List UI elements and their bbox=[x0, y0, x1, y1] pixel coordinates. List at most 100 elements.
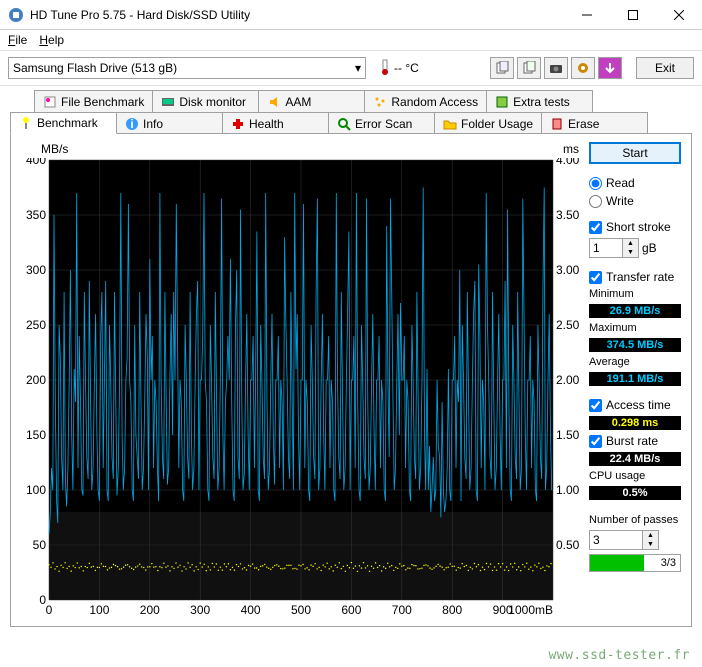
tab-health[interactable]: Health bbox=[222, 112, 329, 134]
svg-text:1.50: 1.50 bbox=[556, 428, 580, 442]
tab-erase[interactable]: Erase bbox=[541, 112, 648, 134]
tab-folder-usage[interactable]: Folder Usage bbox=[434, 112, 542, 134]
disk-monitor-icon bbox=[161, 95, 175, 109]
menubar: File Help bbox=[0, 30, 702, 50]
copy-info-button[interactable] bbox=[490, 57, 514, 79]
svg-text:300: 300 bbox=[190, 603, 210, 617]
minimize-button[interactable] bbox=[564, 0, 610, 30]
save-button[interactable] bbox=[598, 57, 622, 79]
svg-text:350: 350 bbox=[26, 208, 46, 222]
window-title: HD Tune Pro 5.75 - Hard Disk/SSD Utility bbox=[30, 8, 564, 22]
svg-text:400: 400 bbox=[241, 603, 261, 617]
access-time-value: 0.298 ms bbox=[589, 416, 681, 430]
y-left-label: MB/s bbox=[41, 142, 68, 156]
chart-svg: 0500.501001.001501.502002.002502.503003.… bbox=[21, 158, 581, 618]
svg-text:2.00: 2.00 bbox=[556, 373, 580, 387]
chevron-down-icon: ▾ bbox=[355, 61, 361, 75]
num-passes-spinner[interactable]: 3▲▼ bbox=[589, 530, 659, 550]
svg-text:50: 50 bbox=[33, 538, 47, 552]
tab-extra-tests[interactable]: Extra tests bbox=[486, 90, 593, 112]
num-passes-label: Number of passes bbox=[589, 514, 681, 526]
aam-icon bbox=[267, 95, 281, 109]
svg-text:3.50: 3.50 bbox=[556, 208, 580, 222]
minimum-value: 26.9 MB/s bbox=[589, 304, 681, 318]
menu-file[interactable]: File bbox=[8, 33, 27, 47]
options-button[interactable] bbox=[571, 57, 595, 79]
window-controls bbox=[564, 0, 702, 30]
extra-tests-icon bbox=[495, 95, 509, 109]
watermark: www.ssd-tester.fr bbox=[548, 648, 690, 663]
svg-text:4.00: 4.00 bbox=[556, 158, 580, 167]
transfer-rate-check[interactable]: Transfer rate bbox=[589, 270, 681, 284]
tab-error-scan[interactable]: Error Scan bbox=[328, 112, 435, 134]
menu-help[interactable]: Help bbox=[39, 33, 64, 47]
erase-icon bbox=[550, 117, 564, 131]
temperature: -- °C bbox=[380, 58, 419, 79]
info-icon: i bbox=[125, 117, 139, 131]
write-radio[interactable]: Write bbox=[589, 194, 681, 208]
temperature-value: -- °C bbox=[394, 61, 419, 75]
svg-text:0: 0 bbox=[46, 603, 53, 617]
svg-text:600: 600 bbox=[341, 603, 361, 617]
average-value: 191.1 MB/s bbox=[589, 372, 681, 386]
svg-text:200: 200 bbox=[140, 603, 160, 617]
svg-text:3.00: 3.00 bbox=[556, 263, 580, 277]
svg-text:250: 250 bbox=[26, 318, 46, 332]
tabs-container: File Benchmark Disk monitor AAM Random A… bbox=[0, 86, 702, 134]
read-radio[interactable]: Read bbox=[589, 176, 681, 190]
svg-text:500: 500 bbox=[291, 603, 311, 617]
svg-text:1000mB: 1000mB bbox=[508, 603, 553, 617]
file-benchmark-icon bbox=[43, 95, 57, 109]
svg-text:1.00: 1.00 bbox=[556, 483, 580, 497]
svg-text:100: 100 bbox=[26, 483, 46, 497]
random-access-icon bbox=[373, 95, 387, 109]
app-icon bbox=[8, 7, 24, 23]
tabs-row-2: Benchmark iInfo Health Error Scan Folder… bbox=[10, 112, 692, 134]
burst-rate-value: 22.4 MB/s bbox=[589, 452, 681, 466]
screenshot-button[interactable] bbox=[544, 57, 568, 79]
toolbar: Samsung Flash Drive (513 gB) ▾ -- °C Exi… bbox=[0, 50, 702, 86]
progress-bar: 3/3 bbox=[589, 554, 681, 572]
svg-text:300: 300 bbox=[26, 263, 46, 277]
svg-text:200: 200 bbox=[26, 373, 46, 387]
svg-text:0.50: 0.50 bbox=[556, 538, 580, 552]
svg-text:400: 400 bbox=[26, 158, 46, 167]
error-scan-icon bbox=[337, 117, 351, 131]
start-button[interactable]: Start bbox=[589, 142, 681, 164]
drive-select[interactable]: Samsung Flash Drive (513 gB) ▾ bbox=[8, 57, 366, 79]
tab-disk-monitor[interactable]: Disk monitor bbox=[152, 90, 259, 112]
maximize-button[interactable] bbox=[610, 0, 656, 30]
access-time-check[interactable]: Access time bbox=[589, 398, 681, 412]
folder-usage-icon bbox=[443, 117, 457, 131]
cpu-usage-value: 0.5% bbox=[589, 486, 681, 500]
drive-select-value: Samsung Flash Drive (513 gB) bbox=[13, 61, 177, 75]
side-panel: Start Read Write Short stroke 1▲▼ gB Tra… bbox=[589, 142, 681, 618]
exit-button[interactable]: Exit bbox=[636, 57, 694, 79]
thermometer-icon bbox=[380, 58, 390, 79]
short-stroke-check[interactable]: Short stroke bbox=[589, 220, 681, 234]
benchmark-icon bbox=[19, 116, 33, 130]
copy-screenshot-button[interactable] bbox=[517, 57, 541, 79]
svg-text:100: 100 bbox=[89, 603, 109, 617]
maximum-value: 374.5 MB/s bbox=[589, 338, 681, 352]
close-button[interactable] bbox=[656, 0, 702, 30]
svg-text:800: 800 bbox=[442, 603, 462, 617]
maximum-label: Maximum bbox=[589, 322, 681, 334]
svg-text:150: 150 bbox=[26, 428, 46, 442]
tab-benchmark[interactable]: Benchmark bbox=[10, 112, 117, 134]
y-right-label: ms bbox=[563, 142, 579, 156]
short-stroke-spinner[interactable]: 1▲▼ bbox=[589, 238, 639, 258]
average-label: Average bbox=[589, 356, 681, 368]
benchmark-chart: 0500.501001.001501.502002.002502.503003.… bbox=[21, 158, 581, 618]
tab-info[interactable]: iInfo bbox=[116, 112, 223, 134]
tab-aam[interactable]: AAM bbox=[258, 90, 365, 112]
tab-random-access[interactable]: Random Access bbox=[364, 90, 487, 112]
health-icon bbox=[231, 117, 245, 131]
tabs-row-1: File Benchmark Disk monitor AAM Random A… bbox=[34, 90, 692, 112]
tab-file-benchmark[interactable]: File Benchmark bbox=[34, 90, 153, 112]
minimum-label: Minimum bbox=[589, 288, 681, 300]
chart-area: MB/s ms 0 50 0.50 100 1.00 150 1.50 200 2.00 250 2… bbox=[21, 142, 581, 618]
cpu-usage-label: CPU usage bbox=[589, 470, 681, 482]
burst-rate-check[interactable]: Burst rate bbox=[589, 434, 681, 448]
titlebar: HD Tune Pro 5.75 - Hard Disk/SSD Utility bbox=[0, 0, 702, 30]
